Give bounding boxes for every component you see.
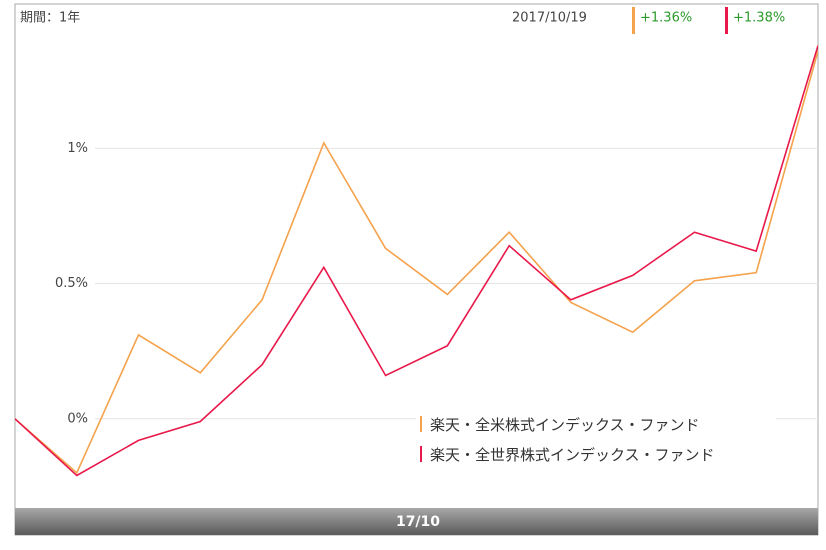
header-swatch	[725, 7, 728, 34]
legend-label: 楽天・全世界株式インデックス・ファンド	[430, 446, 715, 464]
legend-label: 楽天・全米株式インデックス・ファンド	[430, 416, 700, 434]
y-tick-label: 0.5%	[55, 276, 88, 291]
y-tick-label: 1%	[67, 141, 88, 156]
x-band-label: 17/10	[396, 514, 440, 530]
date-label: 2017/10/19	[512, 11, 587, 26]
latest-value-label: +1.38%	[733, 11, 785, 26]
header-swatch	[632, 7, 635, 34]
y-tick-label: 0%	[67, 411, 88, 426]
legend-item: 楽天・全米株式インデックス・ファンド	[416, 410, 776, 440]
x-band	[15, 508, 818, 535]
period-label: 期間：1年	[20, 11, 80, 26]
series-line	[15, 50, 818, 475]
legend-item: 楽天・全世界株式インデックス・ファンド	[416, 440, 776, 470]
latest-value-label: +1.36%	[640, 11, 692, 26]
legend-swatch	[420, 446, 422, 462]
legend-swatch	[420, 416, 422, 432]
series-line	[15, 45, 818, 477]
legend: 楽天・全米株式インデックス・ファンド 楽天・全世界株式インデックス・ファンド	[416, 410, 776, 470]
